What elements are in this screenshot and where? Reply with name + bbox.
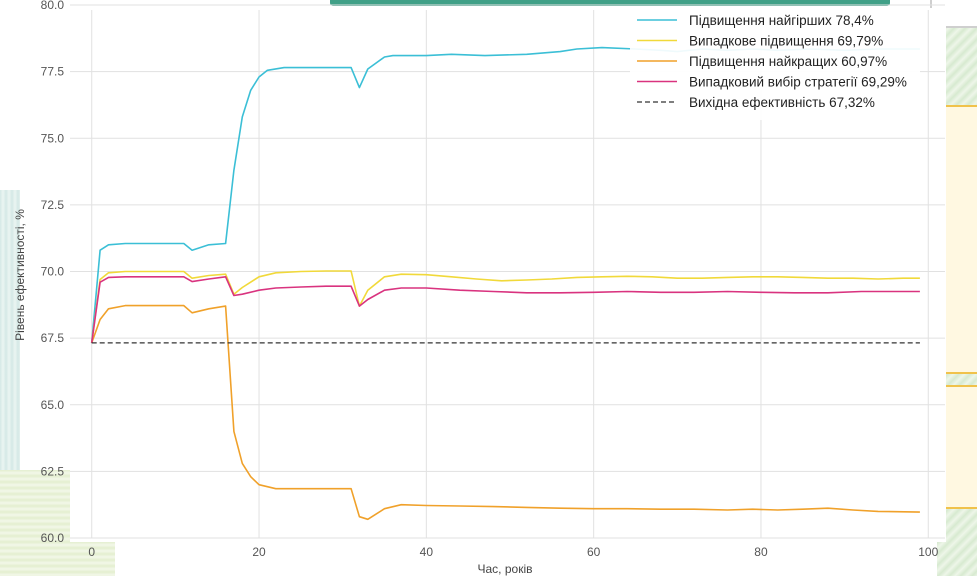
legend: Підвищення найгірших 78,4% Випадкове підв… bbox=[630, 8, 920, 120]
x-tick-label: 20 bbox=[252, 545, 266, 559]
y-axis-label: Рівень ефективності, % bbox=[13, 209, 27, 341]
legend-entry: Випадковий вибір стратегії 69,29% bbox=[689, 75, 907, 90]
series-line-4 bbox=[90, 276, 920, 344]
slide-title-strip bbox=[330, 0, 890, 6]
y-tick-label: 70.0 bbox=[41, 265, 65, 279]
x-tick-label: 40 bbox=[420, 545, 434, 559]
x-axis-label: Час, років bbox=[478, 562, 533, 576]
y-tick-label: 62.5 bbox=[41, 464, 65, 478]
y-tick-label: 60.0 bbox=[41, 531, 65, 545]
y-tick-label: 77.5 bbox=[41, 65, 65, 79]
y-tick-labels: 60.0 62.5 65.0 67.5 70.0 72.5 75.0 77.5 80.0 bbox=[41, 0, 65, 545]
legend-entry: Випадкове підвищення 69,79% bbox=[689, 34, 883, 49]
legend-entry: Підвищення найкращих 60,97% bbox=[689, 54, 887, 69]
series-lines bbox=[90, 46, 920, 521]
y-tick-label: 75.0 bbox=[41, 131, 65, 145]
y-tick-label: 80.0 bbox=[41, 0, 65, 12]
y-tick-label: 67.5 bbox=[41, 331, 65, 345]
x-tick-label: 0 bbox=[88, 545, 95, 559]
x-tick-labels: 0 20 40 60 80 100 bbox=[88, 545, 938, 559]
series-line-2 bbox=[90, 270, 920, 344]
legend-background bbox=[630, 8, 920, 120]
y-tick-label: 65.0 bbox=[41, 398, 65, 412]
legend-entry: Підвищення найгірших 78,4% bbox=[689, 13, 874, 28]
legend-entry: Вихідна ефективність 67,32% bbox=[689, 95, 875, 110]
series-line-3 bbox=[90, 304, 920, 521]
x-tick-label: 100 bbox=[918, 545, 938, 559]
y-tick-label: 72.5 bbox=[41, 198, 65, 212]
x-tick-label: 60 bbox=[587, 545, 601, 559]
x-tick-label: 80 bbox=[754, 545, 768, 559]
